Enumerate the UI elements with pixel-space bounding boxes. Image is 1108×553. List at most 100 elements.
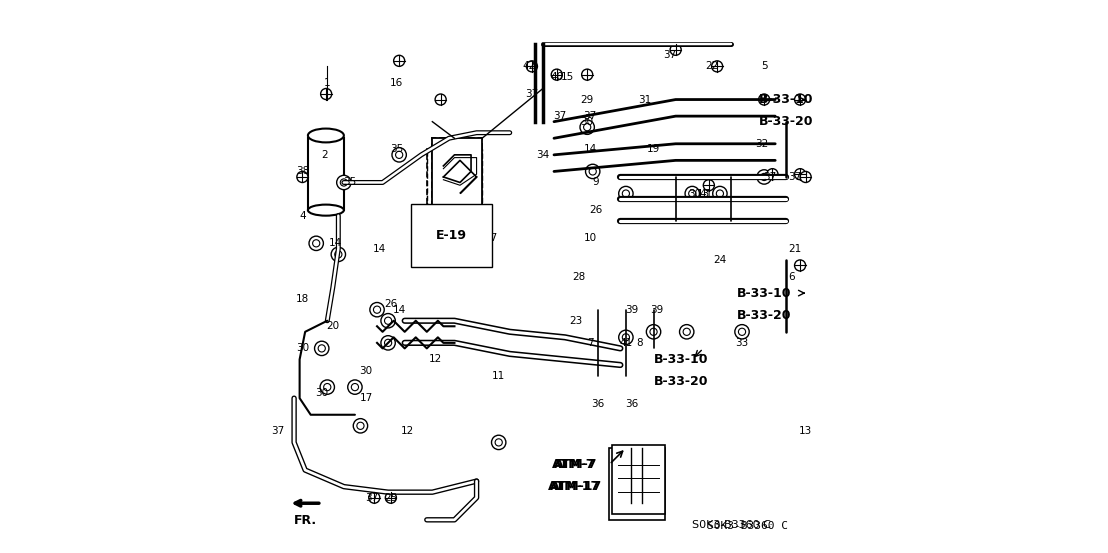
Circle shape (712, 186, 727, 201)
Circle shape (618, 330, 633, 345)
Circle shape (373, 306, 381, 313)
Text: 19: 19 (647, 144, 660, 154)
Circle shape (679, 325, 694, 339)
Circle shape (381, 336, 396, 350)
Text: 30: 30 (315, 388, 328, 398)
Text: 4: 4 (299, 211, 306, 221)
Text: 36: 36 (592, 399, 605, 409)
Circle shape (340, 179, 348, 186)
Text: 20: 20 (326, 321, 339, 331)
Bar (308, 138, 343, 210)
Circle shape (495, 439, 502, 446)
Circle shape (318, 345, 326, 352)
Text: 41: 41 (699, 189, 712, 199)
Text: 37: 37 (553, 111, 566, 121)
Circle shape (584, 124, 591, 131)
Circle shape (689, 190, 696, 197)
Circle shape (552, 69, 562, 80)
Text: 28: 28 (572, 272, 585, 281)
Text: 26: 26 (588, 205, 602, 215)
Text: B-33-20: B-33-20 (759, 115, 813, 128)
Circle shape (623, 190, 629, 197)
Text: 12: 12 (429, 354, 442, 364)
Text: 2: 2 (321, 150, 328, 160)
Text: FR.: FR. (294, 514, 317, 528)
Text: 13: 13 (799, 426, 812, 436)
Circle shape (351, 384, 359, 390)
Circle shape (735, 325, 749, 339)
Text: 30: 30 (296, 343, 309, 353)
Text: 41: 41 (619, 338, 633, 348)
Text: ATM-7: ATM-7 (554, 458, 598, 471)
Circle shape (393, 55, 404, 66)
Text: 11: 11 (492, 371, 505, 381)
Text: 33: 33 (736, 338, 749, 348)
Text: ATM-17: ATM-17 (550, 480, 603, 493)
Circle shape (589, 168, 596, 175)
Text: 34: 34 (536, 150, 550, 160)
Text: S0K3-B3360 C: S0K3-B3360 C (691, 520, 770, 530)
Text: 21: 21 (788, 244, 801, 254)
Text: 10: 10 (584, 233, 596, 243)
Text: 9: 9 (592, 178, 598, 187)
Text: E-19: E-19 (437, 228, 468, 242)
Text: 26: 26 (384, 299, 398, 309)
Circle shape (582, 69, 593, 80)
Circle shape (369, 492, 380, 503)
Circle shape (357, 422, 365, 429)
Circle shape (309, 236, 324, 251)
Circle shape (738, 328, 746, 335)
Circle shape (384, 317, 392, 324)
Text: 12: 12 (401, 426, 414, 436)
Circle shape (794, 169, 806, 180)
Circle shape (794, 94, 806, 105)
Circle shape (670, 44, 681, 55)
Text: 35: 35 (390, 144, 403, 154)
Text: 14: 14 (583, 144, 596, 154)
Circle shape (685, 186, 699, 201)
Text: ATM-7: ATM-7 (552, 458, 596, 471)
Text: 32: 32 (755, 139, 768, 149)
Circle shape (760, 174, 768, 180)
Circle shape (757, 170, 771, 184)
Circle shape (646, 325, 660, 339)
Circle shape (623, 333, 629, 341)
Circle shape (337, 175, 351, 190)
Text: 40: 40 (551, 72, 563, 82)
Circle shape (759, 94, 770, 105)
Circle shape (335, 251, 342, 258)
Circle shape (348, 380, 362, 394)
Text: 25: 25 (384, 493, 398, 503)
Circle shape (716, 190, 724, 197)
Circle shape (711, 61, 722, 72)
Circle shape (381, 314, 396, 328)
Circle shape (384, 339, 392, 346)
Circle shape (331, 247, 346, 262)
Circle shape (794, 260, 806, 271)
Text: 35: 35 (342, 178, 356, 187)
Text: 17: 17 (359, 393, 372, 403)
Circle shape (312, 240, 320, 247)
Circle shape (492, 435, 506, 450)
Text: 39: 39 (649, 305, 663, 315)
Text: B-33-20: B-33-20 (737, 309, 791, 322)
Circle shape (704, 180, 715, 191)
Text: 23: 23 (570, 316, 583, 326)
Text: 37: 37 (664, 50, 677, 60)
Circle shape (370, 302, 384, 317)
Text: 31: 31 (638, 95, 652, 105)
Circle shape (392, 148, 407, 162)
Circle shape (684, 328, 690, 335)
Circle shape (353, 419, 368, 433)
Text: 42: 42 (523, 61, 536, 71)
Text: 37: 37 (788, 172, 801, 182)
Text: 14: 14 (373, 244, 387, 254)
Text: 14: 14 (392, 305, 406, 315)
Circle shape (324, 384, 331, 390)
Text: E-19: E-19 (437, 226, 468, 239)
Circle shape (320, 380, 335, 394)
Circle shape (297, 171, 308, 182)
Circle shape (315, 341, 329, 356)
Text: ATM-17: ATM-17 (547, 480, 601, 493)
Text: B-33-20: B-33-20 (654, 375, 708, 388)
